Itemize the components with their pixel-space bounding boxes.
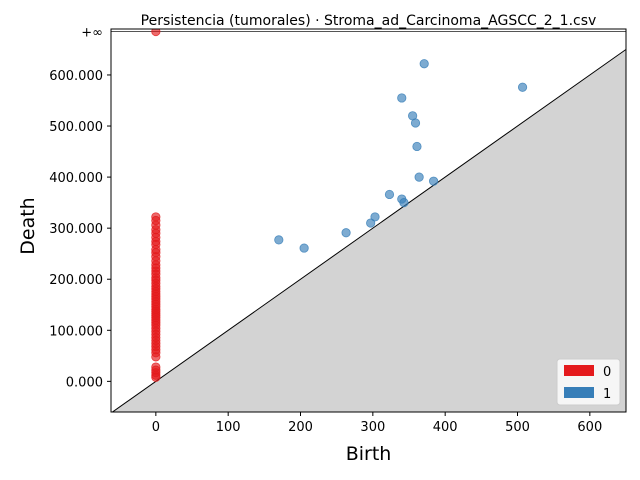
- x-tick-label: 0: [152, 420, 160, 435]
- plot-frame: [110, 28, 627, 413]
- x-tick-label: 600: [577, 420, 602, 435]
- data-point-dim-0: [151, 352, 161, 362]
- y-axis-label: Death: [17, 197, 39, 254]
- x-axis: 0 100 200 300 400 500 600: [152, 412, 602, 435]
- diagonal-line: [111, 48, 626, 412]
- legend-label-0: 0: [603, 365, 611, 380]
- data-point-dim-1: [428, 176, 439, 186]
- plot-area: [110, 28, 627, 413]
- data-point-dim-1: [341, 228, 351, 238]
- data-point-dim-1: [412, 141, 422, 152]
- y-tick-label: 100.000: [49, 324, 103, 339]
- data-point-dim-0: [151, 29, 161, 37]
- data-point-dim-1: [414, 172, 424, 182]
- data-point-dim-1: [399, 198, 409, 208]
- y-tick-label: 500.000: [49, 120, 103, 135]
- data-points: [151, 29, 528, 382]
- data-point-dim-0: [151, 372, 161, 382]
- legend-swatch-1: [564, 387, 594, 398]
- legend-swatch-0: [564, 365, 594, 376]
- x-tick-label: 300: [360, 420, 385, 435]
- legend-label-1: 1: [603, 387, 611, 402]
- x-axis-label: Birth: [346, 443, 392, 465]
- y-tick-label: 200.000: [49, 273, 103, 288]
- infinity-tick-label: +∞: [81, 26, 103, 41]
- data-point-dim-1: [517, 82, 528, 92]
- x-tick-label: 200: [288, 420, 313, 435]
- data-point-dim-1: [366, 218, 376, 228]
- data-point-dim-1: [370, 212, 380, 222]
- data-point-dim-1: [299, 243, 309, 253]
- data-point-dim-1: [410, 118, 421, 128]
- data-point-dim-1: [397, 93, 407, 103]
- x-tick-label: 500: [505, 420, 530, 435]
- y-tick-label: 600.000: [49, 69, 103, 84]
- y-tick-label: 0.000: [66, 375, 103, 390]
- x-tick-label: 400: [433, 420, 458, 435]
- x-tick-label: 100: [216, 420, 241, 435]
- y-axis: 0.000 100.000 200.000 300.000 400.000 500.000…: [49, 69, 111, 390]
- y-tick-label: 400.000: [49, 171, 103, 186]
- chart-title: Persistencia (tumorales) · Stroma_ad_Car…: [141, 13, 597, 29]
- data-point-dim-1: [384, 189, 395, 200]
- data-point-dim-1: [419, 59, 429, 69]
- y-tick-label: 300.000: [49, 222, 103, 237]
- legend: 0 1: [556, 358, 621, 406]
- data-point-dim-1: [274, 235, 284, 245]
